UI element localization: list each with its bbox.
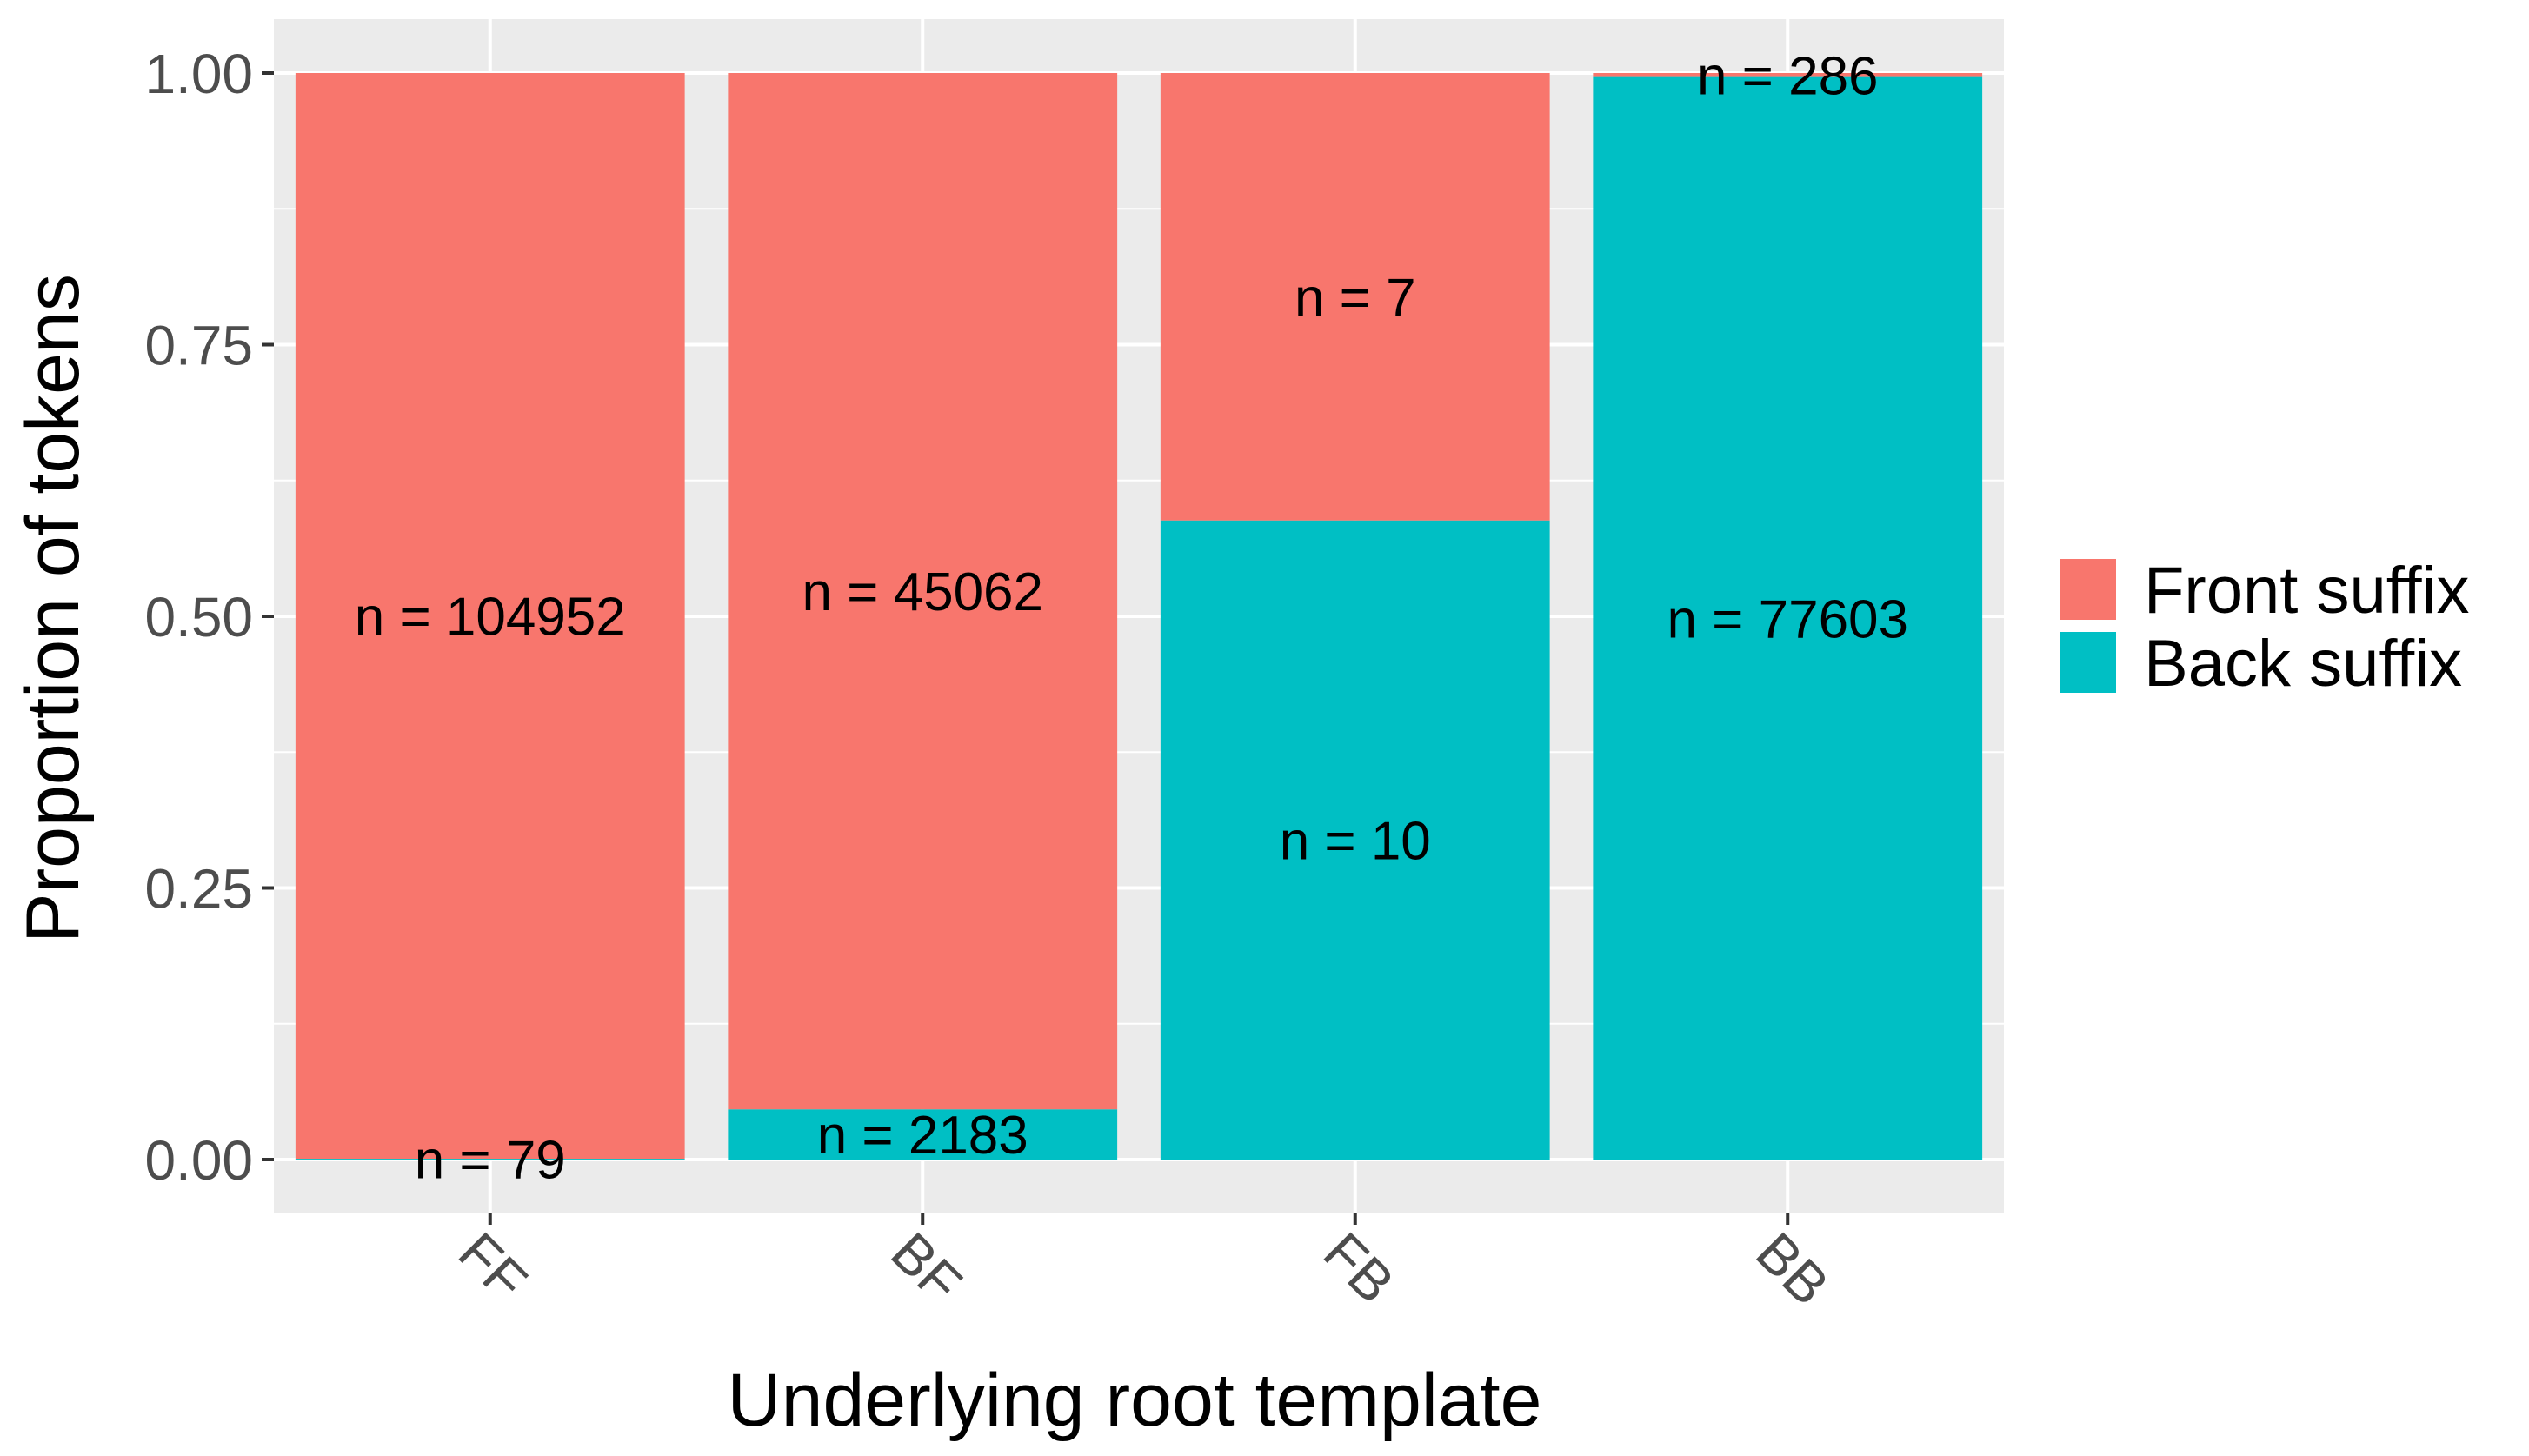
data-label-back-suffix-bb: n = 77603 [1667, 589, 1908, 649]
data-label-front-suffix-bf: n = 45062 [802, 562, 1043, 622]
data-label-back-suffix-bf: n = 2183 [817, 1106, 1028, 1166]
legend-key-back-suffix [2060, 632, 2116, 693]
bar-front-suffix-bf [728, 73, 1118, 1110]
bar-back-suffix-fb [1160, 520, 1550, 1160]
bar-front-suffix-fb [1160, 73, 1550, 521]
x-tick-label-bb: BB [1744, 1220, 1840, 1317]
bar-front-suffix-bb [1593, 73, 1983, 77]
x-axis-title: Underlying root template [728, 1359, 1542, 1442]
y-tick-label: 1.00 [144, 43, 253, 105]
bar-back-suffix-bb [1593, 76, 1983, 1160]
legend-label-back-suffix: Back suffix [2144, 627, 2462, 701]
data-label-back-suffix-fb: n = 10 [1280, 811, 1431, 871]
bar-back-suffix-bf [728, 1109, 1118, 1160]
legend: Front suffix Back suffix [2060, 554, 2470, 701]
bar-back-suffix-ff [295, 1159, 685, 1160]
data-label-front-suffix-bb: n = 286 [1697, 46, 1879, 106]
x-tick-label-bf: BF [879, 1220, 974, 1315]
y-axis-title: Proportion of tokens [11, 274, 95, 943]
legend-key-front-suffix [2060, 559, 2116, 620]
y-tick-label: 0.50 [144, 586, 253, 648]
y-tick-label: 0.25 [144, 858, 253, 921]
y-tick-label: 0.75 [144, 315, 253, 377]
bar-front-suffix-ff [295, 73, 685, 1160]
data-label-back-suffix-ff: n = 79 [415, 1131, 566, 1191]
x-tick-label-ff: FF [447, 1220, 539, 1313]
legend-label-front-suffix: Front suffix [2144, 554, 2470, 628]
data-label-front-suffix-fb: n = 7 [1294, 268, 1416, 328]
y-tick-label: 0.00 [144, 1129, 253, 1192]
x-tick-label-fb: FB [1312, 1220, 1407, 1315]
data-label-front-suffix-ff: n = 104952 [355, 588, 626, 648]
